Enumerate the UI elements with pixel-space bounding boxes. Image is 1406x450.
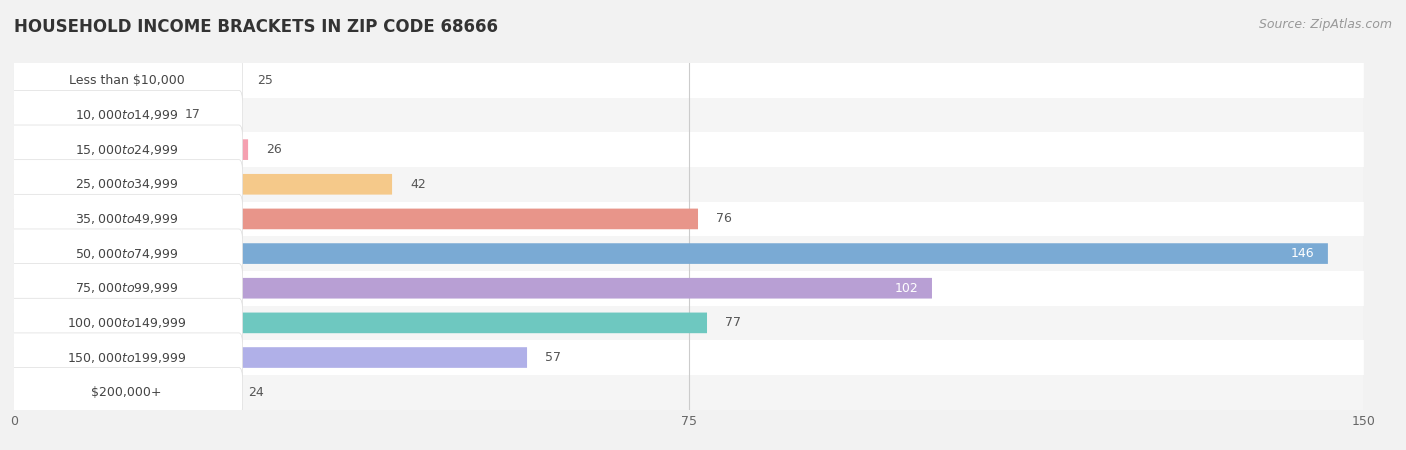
- FancyBboxPatch shape: [14, 202, 1364, 236]
- FancyBboxPatch shape: [10, 160, 243, 209]
- Text: 26: 26: [266, 143, 281, 156]
- Text: 42: 42: [411, 178, 426, 191]
- Text: $50,000 to $74,999: $50,000 to $74,999: [75, 247, 179, 261]
- FancyBboxPatch shape: [10, 229, 243, 278]
- Text: 57: 57: [546, 351, 561, 364]
- Text: Source: ZipAtlas.com: Source: ZipAtlas.com: [1258, 18, 1392, 31]
- FancyBboxPatch shape: [14, 271, 1364, 306]
- FancyBboxPatch shape: [10, 368, 243, 417]
- Text: 17: 17: [186, 108, 201, 122]
- FancyBboxPatch shape: [10, 56, 243, 105]
- FancyBboxPatch shape: [14, 236, 1364, 271]
- Text: 24: 24: [247, 386, 264, 399]
- FancyBboxPatch shape: [10, 194, 243, 243]
- Text: 77: 77: [725, 316, 741, 329]
- FancyBboxPatch shape: [14, 174, 392, 194]
- FancyBboxPatch shape: [14, 63, 1364, 98]
- FancyBboxPatch shape: [14, 347, 527, 368]
- Text: $25,000 to $34,999: $25,000 to $34,999: [75, 177, 179, 191]
- FancyBboxPatch shape: [14, 209, 697, 229]
- FancyBboxPatch shape: [14, 313, 707, 333]
- FancyBboxPatch shape: [14, 140, 247, 160]
- FancyBboxPatch shape: [14, 105, 167, 125]
- FancyBboxPatch shape: [14, 278, 932, 298]
- FancyBboxPatch shape: [10, 90, 243, 140]
- Text: $15,000 to $24,999: $15,000 to $24,999: [75, 143, 179, 157]
- Text: $150,000 to $199,999: $150,000 to $199,999: [67, 351, 186, 364]
- Text: $75,000 to $99,999: $75,000 to $99,999: [75, 281, 179, 295]
- FancyBboxPatch shape: [10, 333, 243, 382]
- FancyBboxPatch shape: [14, 243, 1327, 264]
- FancyBboxPatch shape: [14, 132, 1364, 167]
- FancyBboxPatch shape: [14, 98, 1364, 132]
- Text: HOUSEHOLD INCOME BRACKETS IN ZIP CODE 68666: HOUSEHOLD INCOME BRACKETS IN ZIP CODE 68…: [14, 18, 498, 36]
- Text: $35,000 to $49,999: $35,000 to $49,999: [75, 212, 179, 226]
- FancyBboxPatch shape: [14, 375, 1364, 410]
- Text: 25: 25: [257, 74, 273, 87]
- Text: Less than $10,000: Less than $10,000: [69, 74, 184, 87]
- FancyBboxPatch shape: [14, 340, 1364, 375]
- FancyBboxPatch shape: [10, 264, 243, 313]
- FancyBboxPatch shape: [10, 125, 243, 174]
- FancyBboxPatch shape: [14, 382, 231, 402]
- FancyBboxPatch shape: [14, 306, 1364, 340]
- FancyBboxPatch shape: [14, 167, 1364, 202]
- Text: 146: 146: [1291, 247, 1315, 260]
- Text: $200,000+: $200,000+: [91, 386, 162, 399]
- Text: 76: 76: [716, 212, 731, 225]
- FancyBboxPatch shape: [14, 70, 239, 90]
- Text: $10,000 to $14,999: $10,000 to $14,999: [75, 108, 179, 122]
- Text: $100,000 to $149,999: $100,000 to $149,999: [67, 316, 186, 330]
- Text: 102: 102: [894, 282, 918, 295]
- FancyBboxPatch shape: [10, 298, 243, 347]
